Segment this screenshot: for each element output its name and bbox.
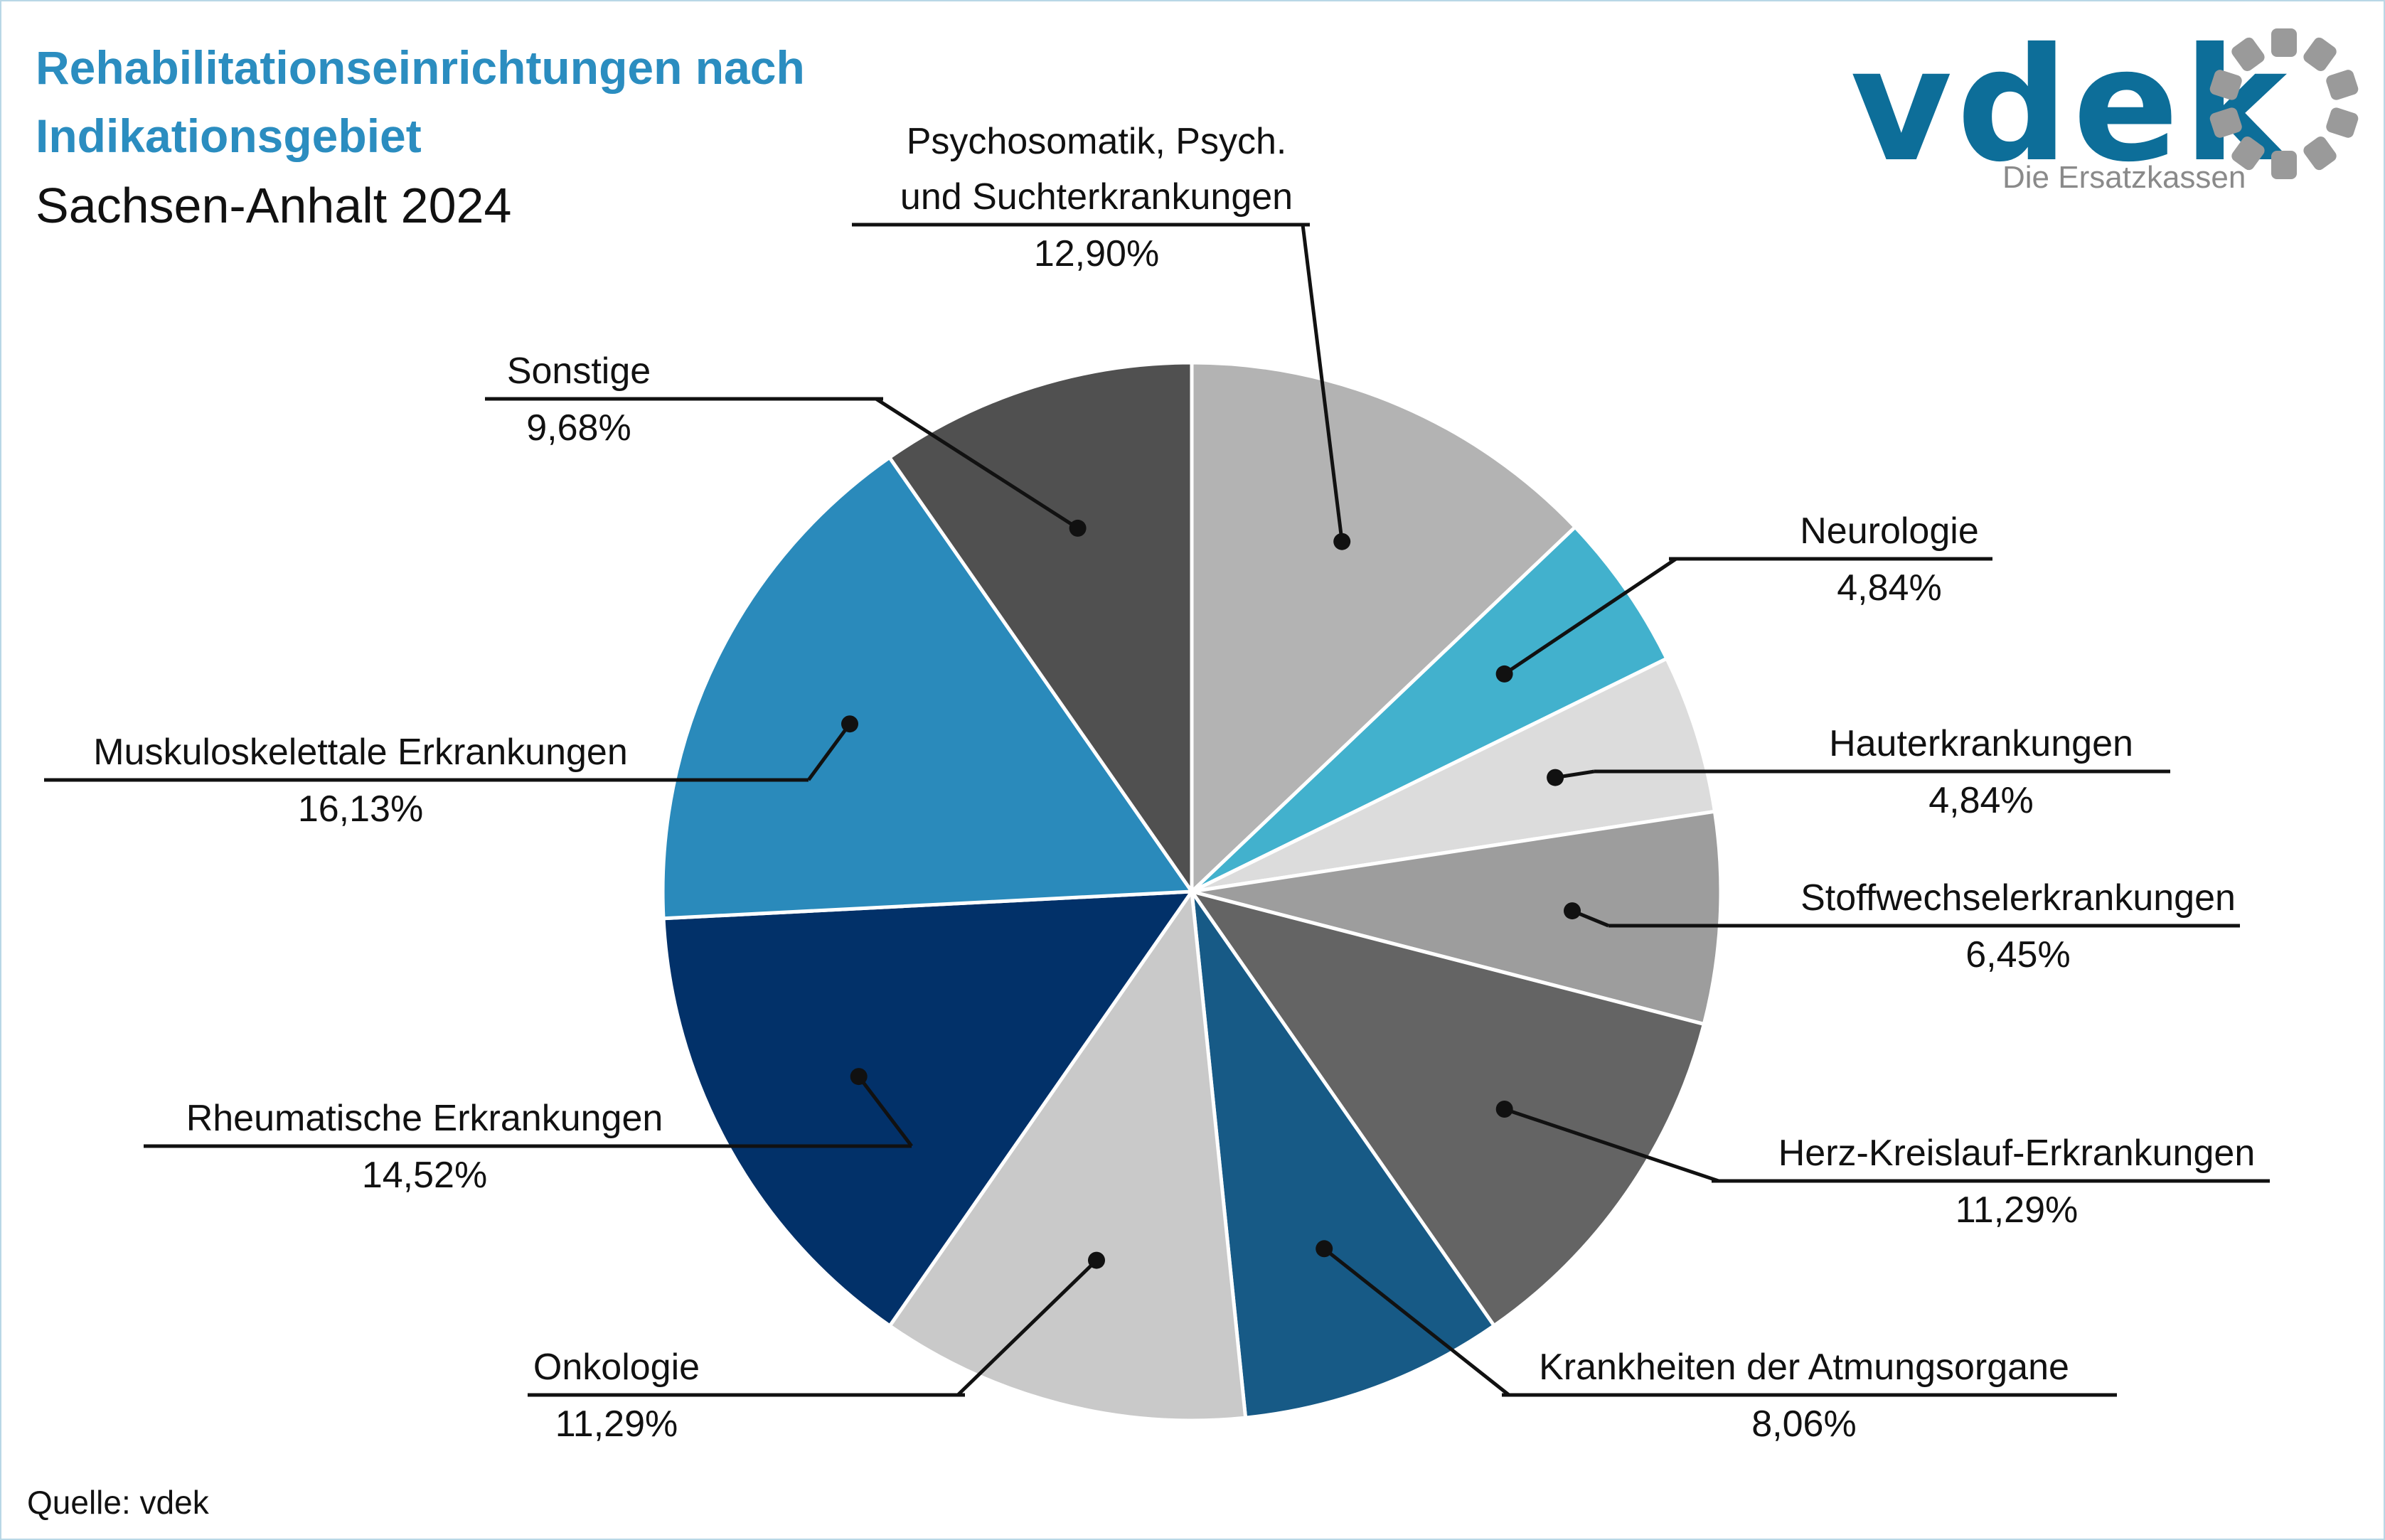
pie-slice bbox=[887, 887, 1248, 1423]
leader-line bbox=[857, 1075, 913, 1148]
leader-line bbox=[875, 397, 1079, 530]
leader-dot bbox=[1547, 769, 1564, 786]
logo-mark-segment bbox=[2231, 37, 2265, 72]
slice-label: Neurologie bbox=[1800, 510, 1979, 552]
vdek-logo-tagline: Die Ersatzkassen bbox=[2002, 160, 2246, 195]
leader-dot bbox=[850, 1068, 868, 1086]
leader-dot bbox=[1495, 665, 1513, 683]
slice-value-label: 4,84% bbox=[1928, 780, 2033, 821]
leader-dot bbox=[1495, 1101, 1513, 1118]
leader-dot bbox=[1069, 519, 1087, 537]
slice-value-label: 4,84% bbox=[1837, 567, 1941, 609]
leader-line bbox=[1301, 224, 1344, 542]
pie-slice bbox=[1190, 656, 1717, 894]
source-note: Quelle: vdek bbox=[27, 1484, 209, 1521]
slice-label: Onkologie bbox=[533, 1347, 700, 1388]
leader-dot bbox=[1564, 902, 1581, 920]
slice-value-label: 8,06% bbox=[1751, 1403, 1856, 1445]
slice-value-label: 12,90% bbox=[1034, 233, 1159, 274]
pie-slice bbox=[1191, 809, 1723, 1027]
slice-label: Stoffwechselerkrankungen bbox=[1800, 877, 2236, 919]
slice-label: Rheumatische Erkrankungen bbox=[186, 1098, 663, 1139]
vdek-logo-word: vdek bbox=[1850, 14, 2292, 196]
vdek-logo-mark-icon bbox=[2209, 28, 2359, 179]
chart-subtitle: Sachsen-Anhalt 2024 bbox=[36, 178, 512, 233]
pie-slice bbox=[661, 454, 1195, 921]
slice-label: und Suchterkrankungen bbox=[900, 176, 1293, 218]
slice-value-label: 11,29% bbox=[555, 1403, 678, 1445]
pie-slice bbox=[1190, 524, 1670, 894]
slice-label: Herz-Kreislauf-Erkrankungen bbox=[1778, 1133, 2256, 1174]
chart-title-line-1: Rehabilitationseinrichtungen nach bbox=[36, 41, 805, 94]
slice-value-label: 16,13% bbox=[298, 788, 423, 830]
chart-title-line-2: Indikationsgebiet bbox=[36, 109, 422, 162]
leader-line bbox=[956, 1258, 1098, 1396]
logo-mark-segment bbox=[2303, 37, 2337, 72]
pie-slices bbox=[661, 360, 1723, 1423]
slice-value-label: 11,29% bbox=[1956, 1189, 2079, 1231]
logo-mark-segment bbox=[2326, 107, 2359, 138]
slice-value-label: 6,45% bbox=[1965, 934, 2070, 975]
pie-slice bbox=[1188, 888, 1707, 1329]
slice-labels: Psychosomatik, Psych. und Suchterkrankung… bbox=[93, 121, 2255, 1445]
logo-mark-segment bbox=[2271, 151, 2297, 179]
pie-slice bbox=[661, 889, 1195, 1329]
logo-mark-segment bbox=[2326, 70, 2359, 100]
logo-mark-segment bbox=[2271, 28, 2297, 57]
slice-label: Muskuloskelettale Erkrankungen bbox=[93, 732, 628, 773]
logo-mark-segment bbox=[2209, 70, 2242, 100]
leader-lines bbox=[44, 223, 2270, 1397]
slice-value-label: 9,68% bbox=[526, 407, 631, 449]
pie-slice bbox=[1190, 360, 1578, 896]
slice-label: Psychosomatik, Psych. bbox=[907, 121, 1287, 162]
leader-dot bbox=[1088, 1251, 1105, 1269]
leader-line bbox=[1323, 1247, 1510, 1396]
leader-line bbox=[1503, 1107, 1719, 1183]
leader-dot bbox=[841, 715, 858, 733]
leader-dot bbox=[1333, 533, 1351, 550]
pie-slice bbox=[887, 360, 1194, 897]
leader-dot bbox=[1316, 1240, 1333, 1258]
slice-label: Sonstige bbox=[507, 351, 651, 392]
slice-label: Krankheiten der Atmungsorgane bbox=[1539, 1347, 2069, 1388]
pie-slice bbox=[1189, 884, 1497, 1420]
leader-line bbox=[806, 722, 852, 781]
logo-mark-segment bbox=[2231, 136, 2265, 171]
logo-mark-segment bbox=[2209, 107, 2242, 138]
leader-line bbox=[1503, 557, 1677, 675]
slice-label: Hauterkrankungen bbox=[1829, 723, 2133, 764]
logo-mark-segment bbox=[2303, 136, 2337, 171]
slice-value-label: 14,52% bbox=[362, 1155, 487, 1196]
